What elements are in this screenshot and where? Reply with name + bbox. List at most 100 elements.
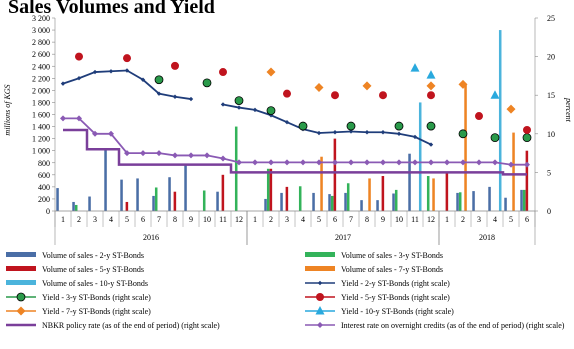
x-tick-label: 3 (285, 215, 289, 224)
bar (173, 191, 177, 211)
line-point (140, 77, 146, 82)
line-point (316, 159, 322, 166)
line-point (426, 70, 436, 79)
y-tick-label: 800 (38, 159, 50, 168)
bar (418, 102, 422, 211)
line-point (156, 150, 162, 157)
legend-item: Interest rate on overnight credits (as o… (305, 321, 565, 330)
legend-swatch (305, 266, 335, 271)
line-point (492, 159, 498, 166)
legend-item: Volume of sales - 3-y ST-Bonds (305, 251, 443, 260)
x-tick-label: 10 (395, 215, 403, 224)
line-point (428, 159, 434, 166)
x-tick-label: 2 (269, 215, 273, 224)
legend-label: Yield - 10-y ST-Bonds (right scale) (341, 307, 454, 316)
series-line (62, 69, 432, 146)
line-point (396, 131, 402, 136)
legend-label: Volume of sales - 3-y ST-Bonds (341, 251, 443, 260)
x-tick-label: 4 (493, 215, 497, 224)
bar (512, 132, 515, 211)
line-point (284, 120, 290, 125)
line-point (412, 159, 418, 166)
bar (152, 195, 155, 211)
bar (458, 192, 462, 211)
bar (464, 84, 467, 211)
year-label: 2016 (143, 233, 159, 242)
y-tick-label: 1 400 (32, 123, 50, 132)
line-point (523, 125, 531, 134)
line-point (396, 159, 402, 166)
bar (264, 198, 267, 211)
x-tick-label: 1 (61, 215, 65, 224)
line-point (204, 152, 210, 159)
bar (368, 178, 371, 211)
legend: Volume of sales - 2-y ST-Bonds Volume of … (6, 251, 565, 330)
line-point (332, 130, 338, 135)
legend-label: Yield - 2-y ST-Bonds (right scale) (341, 279, 450, 288)
legend-label: Volume of sales - 10-y ST-Bonds (42, 279, 148, 288)
x-tick-label: 7 (157, 215, 161, 224)
line-point (428, 142, 434, 147)
line-point (124, 68, 130, 73)
line-point (60, 115, 66, 122)
line-point (16, 292, 26, 302)
bar (104, 149, 107, 211)
line-point (252, 107, 258, 113)
y-tick-label: 2 800 (32, 38, 50, 47)
line-point (300, 159, 306, 166)
line-point (348, 129, 354, 134)
line-point (92, 130, 98, 137)
line-point (140, 150, 146, 157)
legend-label: Yield - 7-y ST-Bonds (right scale) (42, 307, 151, 316)
bar-series-group (56, 30, 529, 211)
line-point (412, 134, 418, 140)
y-tick-label: 1 800 (32, 98, 50, 107)
bar (330, 195, 334, 211)
y2-tick-label: 15 (547, 91, 555, 100)
x-tick-label: 8 (173, 215, 177, 224)
bar (525, 150, 529, 211)
line-point (522, 133, 532, 143)
bar (280, 192, 283, 211)
line-point (154, 75, 164, 85)
bar (72, 201, 75, 211)
bar (120, 179, 123, 211)
y-tick-label: 200 (38, 195, 50, 204)
line-point (458, 129, 468, 139)
y-tick-label: 1 200 (32, 135, 50, 144)
series-line (63, 128, 527, 176)
line-point (379, 91, 387, 100)
bar (333, 138, 337, 211)
x-tick-label: 3 (93, 215, 97, 224)
line-point (490, 133, 500, 143)
line-point (380, 130, 386, 135)
line-point (364, 159, 370, 166)
line-point (92, 69, 98, 75)
y-tick-label: 2 600 (32, 50, 50, 59)
x-tick-label: 5 (509, 215, 513, 224)
y-tick-label: 2 000 (32, 86, 50, 95)
legend-item: Yield - 10-y ST-Bonds (right scale) (305, 306, 454, 316)
x-tick-label: 9 (381, 215, 385, 224)
bar (520, 189, 523, 211)
bar (456, 192, 459, 211)
legend-item: Yield - 3-y ST-Bonds (right scale) (6, 292, 151, 302)
bar (56, 188, 59, 211)
line-point (524, 161, 530, 168)
y2-tick-label: 20 (547, 53, 555, 62)
line-point (268, 159, 274, 166)
y2-tick-label: 0 (547, 207, 551, 216)
legend-label: Volume of sales - 2-y ST-Bonds (42, 251, 144, 260)
line-point (316, 293, 324, 301)
line-point (171, 61, 179, 70)
x-tick-label: 5 (125, 215, 129, 224)
line-point (506, 104, 516, 114)
x-tick-label: 2 (77, 215, 81, 224)
x-tick-label: 5 (317, 215, 321, 224)
y-tick-label: 2 200 (32, 74, 50, 83)
legend-swatch (6, 280, 36, 285)
x-tick-label: 1 (445, 215, 449, 224)
bar (394, 189, 398, 211)
